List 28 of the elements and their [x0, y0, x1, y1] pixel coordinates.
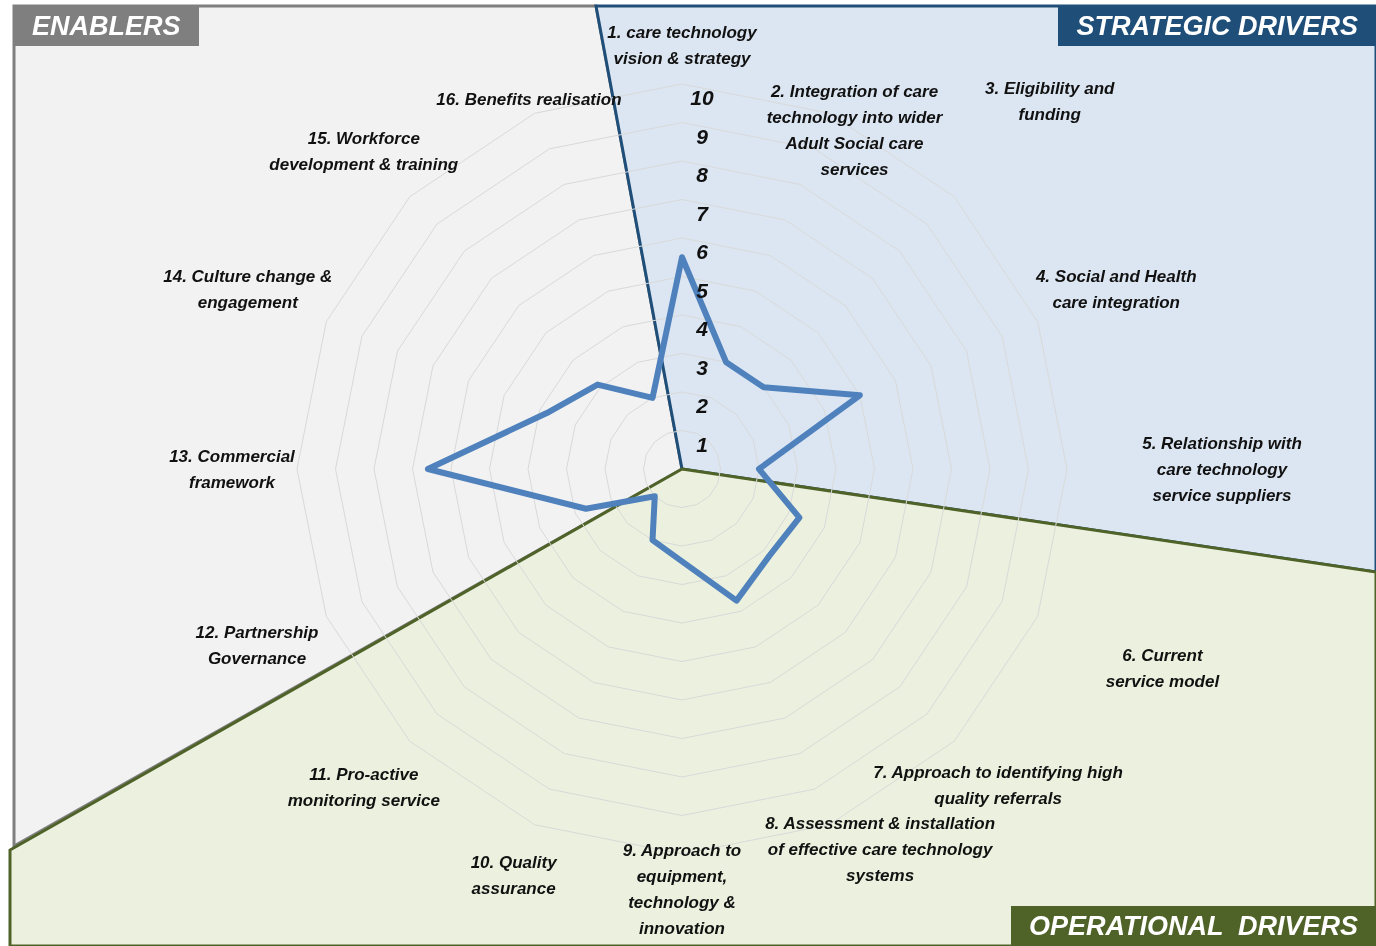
- y-tick-label: 10: [690, 86, 714, 110]
- spoke-label: 1. care technology vision & strategy: [607, 22, 759, 68]
- spoke-label: 12. Partnership Governance: [195, 622, 319, 668]
- spoke-label: 2. Integration of care technology into wider Adult Social care services: [766, 82, 944, 180]
- text: STRATEGIC DRIVERS: [1058, 6, 1376, 46]
- y-tick-label: 9: [696, 124, 709, 148]
- spoke-label: 13. Commercial framework: [169, 446, 297, 492]
- spoke-label: 6. Current service model: [1105, 645, 1221, 691]
- spoke-label: 8. Assessment & installation of effective care technology systems: [765, 814, 996, 886]
- y-tick-label: 7: [696, 201, 710, 225]
- spoke-label: 11. Pro-active monitoring service: [287, 765, 440, 811]
- text: ENABLERS: [14, 6, 199, 46]
- spoke-label: 5. Relationship with care technology service suppliers: [1142, 433, 1302, 505]
- spoke-label: 10. Quality assurance: [470, 853, 559, 899]
- spoke-label: 3. Eligibility and funding: [984, 79, 1116, 125]
- y-tick-label: 1: [696, 432, 708, 456]
- y-tick-label: 6: [696, 240, 709, 264]
- y-tick-label: 8: [696, 163, 709, 187]
- text: OPERATIONAL DRIVERS: [1010, 906, 1376, 946]
- y-tick-label: 4: [695, 317, 709, 341]
- spoke-label: 15. Workforce development & training: [269, 128, 459, 174]
- y-tick-label: 3: [696, 355, 709, 379]
- spoke-label: 9. Approach to equipment, technology & innovation: [622, 840, 742, 938]
- y-tick-label: 2: [695, 394, 709, 418]
- spoke-label: 16. Benefits realisation: [436, 90, 622, 110]
- spoke-label: 7. Approach to identifying high quality referrals: [873, 763, 1123, 809]
- spoke-label: 14. Culture change & engagement: [163, 267, 333, 313]
- spoke-label: 4. Social and Health care integration: [1034, 267, 1197, 313]
